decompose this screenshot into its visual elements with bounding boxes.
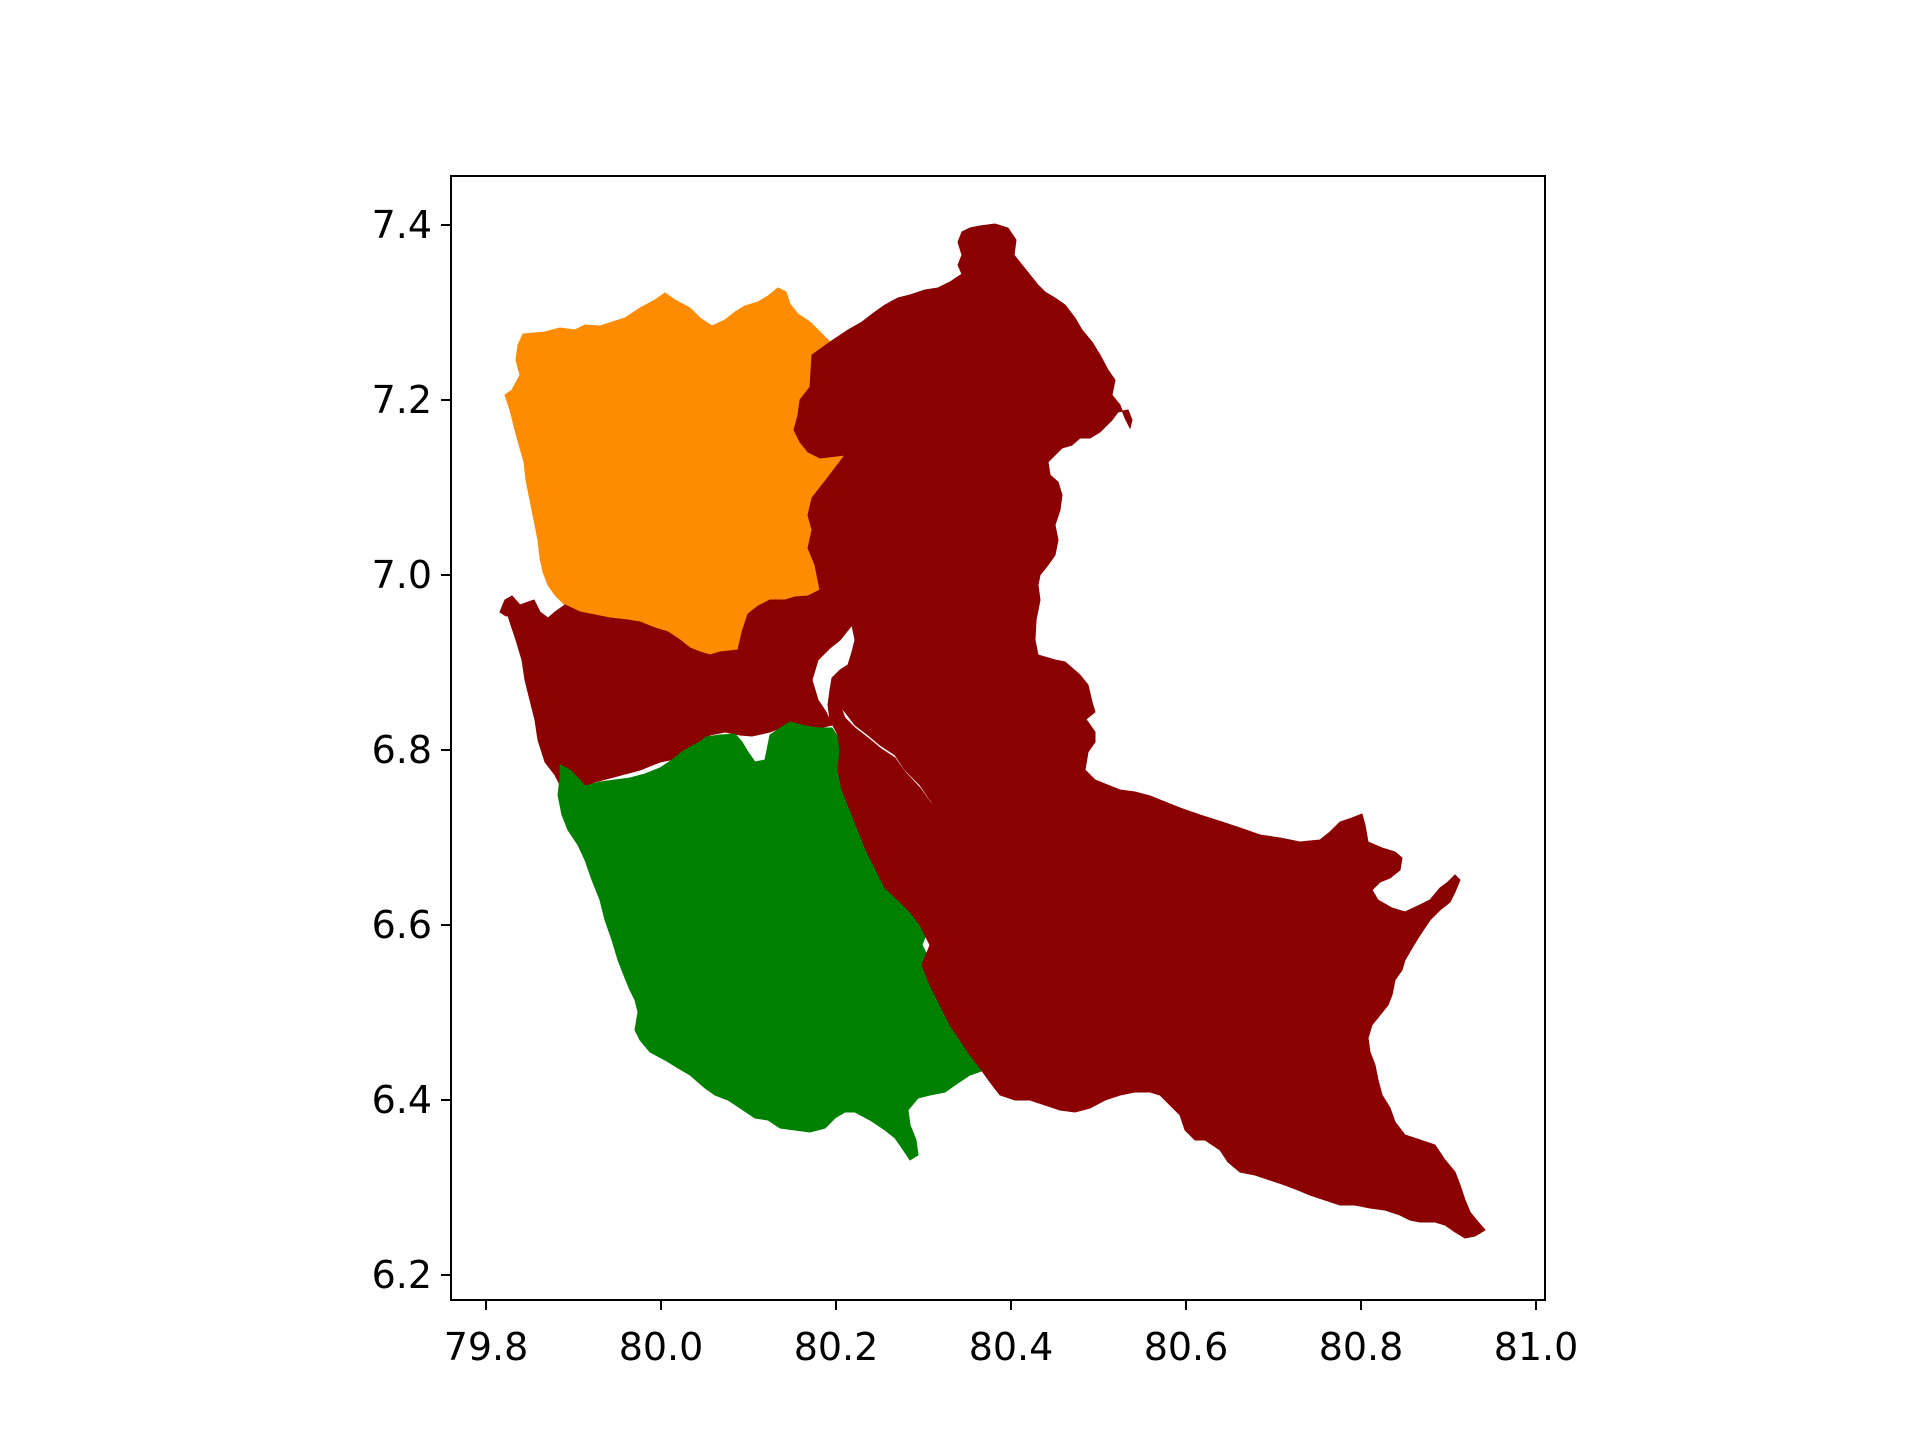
y-tick-label: 7.4: [372, 203, 432, 247]
regions-layer: [499, 223, 1486, 1239]
y-axis: 6.2 6.4 6.6 6.8 7.0 7.2 7.4: [372, 203, 451, 1297]
x-tick-label: 80.6: [1144, 1325, 1229, 1369]
x-tick-label: 80.2: [794, 1325, 879, 1369]
region-darkred-north: [793, 223, 1133, 721]
y-tick-label: 6.6: [372, 903, 432, 947]
x-tick-label: 80.8: [1319, 1325, 1404, 1369]
region-darkred-coastal: [499, 595, 521, 617]
region-green: [557, 721, 991, 1161]
x-tick-label: 79.8: [444, 1325, 529, 1369]
y-tick-label: 6.8: [372, 728, 432, 772]
y-tick-label: 6.2: [372, 1253, 432, 1297]
y-tick-label: 6.4: [372, 1078, 432, 1122]
region-darkred-central: [829, 664, 1181, 813]
x-tick-label: 80.0: [619, 1325, 704, 1369]
region-darkred-southeast: [827, 688, 1486, 1239]
y-tick-label: 7.0: [372, 553, 432, 597]
plot-frame: [450, 175, 1546, 1301]
y-tick-label: 7.2: [372, 378, 432, 422]
x-axis: 79.8 80.0 80.2 80.4 80.6 80.8 81.0: [444, 1300, 1579, 1369]
x-tick-label: 81.0: [1494, 1325, 1579, 1369]
x-tick-label: 80.4: [969, 1325, 1054, 1369]
